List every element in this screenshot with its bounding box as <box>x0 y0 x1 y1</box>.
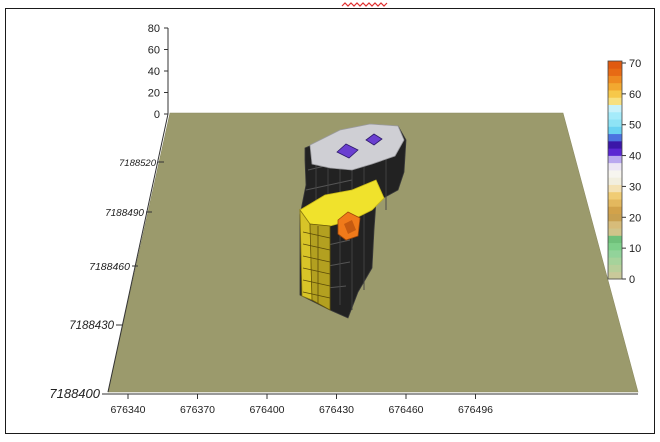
y-tick-label: 7188520 <box>119 158 157 169</box>
colorbar-swatch <box>608 199 622 207</box>
x-tick-label: 676430 <box>319 404 354 416</box>
colorbar-swatch <box>608 68 622 76</box>
colorbar-swatch <box>608 111 622 120</box>
x-tick-label: 676370 <box>180 404 215 416</box>
colorbar-tick-label: 30 <box>629 181 641 193</box>
colorbar-swatch <box>608 82 622 91</box>
colorbar-swatch <box>608 191 622 200</box>
ore-body-model <box>299 123 407 319</box>
colorbar-swatch <box>608 228 622 236</box>
colorbar-swatch <box>608 104 622 113</box>
z-tick-label: 80 <box>148 23 160 35</box>
x-tick-label: 676400 <box>249 404 284 416</box>
colorbar-swatch <box>608 271 622 280</box>
colorbar-swatch <box>608 184 622 193</box>
z-tick-label: 40 <box>148 66 160 78</box>
colorbar-swatch <box>608 249 622 258</box>
colorbar-tick-label: 40 <box>629 151 641 163</box>
colorbar-outline <box>607 60 623 280</box>
colorbar-swatch <box>608 235 622 244</box>
y-axis-line <box>107 113 169 393</box>
colorbar-swatch <box>608 242 622 251</box>
z-tick-label: 0 <box>154 109 160 121</box>
colorbar-tick-label: 60 <box>629 89 641 101</box>
x-tick-label: 676496 <box>458 404 493 416</box>
colorbar-tick-label: 50 <box>629 120 641 132</box>
colorbar-swatch <box>608 126 622 135</box>
colorbar-swatch <box>608 97 622 105</box>
colorbar-swatch <box>608 133 622 142</box>
colorbar-swatch <box>608 61 622 69</box>
colorbar-tick-label: 0 <box>629 274 635 286</box>
colorbar-tick-label: 20 <box>629 212 641 224</box>
colorbar-tick-label: 10 <box>629 243 641 255</box>
colorbar-swatch <box>608 220 622 229</box>
y-tick-label: 7188400 <box>49 386 100 401</box>
z-tick-label: 20 <box>148 88 160 100</box>
colorbar-swatch <box>608 206 622 214</box>
colorbar-swatch <box>608 148 622 156</box>
colorbar-swatch <box>608 119 622 127</box>
colorbar-swatch <box>608 177 622 185</box>
colorbar-swatch <box>608 257 622 265</box>
colorbar: 0 10 20 30 40 50 60 70 <box>607 58 641 286</box>
colorbar-swatch <box>608 140 622 149</box>
x-tick-label: 676340 <box>110 404 145 416</box>
z-tick-label: 60 <box>148 45 160 57</box>
colorbar-swatch <box>608 162 622 171</box>
colorbar-tick-label: 70 <box>629 58 641 70</box>
colorbar-swatch <box>608 213 622 222</box>
colorbar-swatch <box>608 90 622 98</box>
y-tick-label: 7188490 <box>105 208 144 219</box>
colorbar-swatch <box>608 155 622 164</box>
colorbar-swatch <box>608 170 622 178</box>
colorbar-swatch <box>608 75 622 84</box>
colorbar-swatch <box>608 264 622 273</box>
x-tick-label: 676460 <box>388 404 423 416</box>
y-tick-label: 7188460 <box>89 261 130 273</box>
y-tick-label: 7188430 <box>69 320 114 332</box>
